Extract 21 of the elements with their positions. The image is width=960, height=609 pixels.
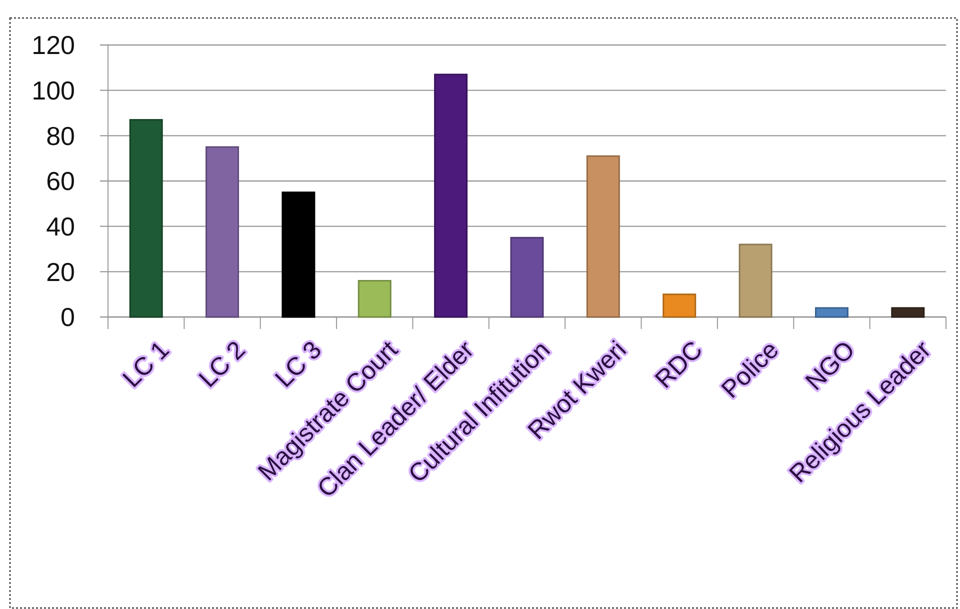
x-tick-label: LC 2: [194, 336, 251, 393]
x-tick-label: LC 1: [118, 336, 175, 393]
y-tick-label: 120: [32, 30, 75, 60]
bar: [891, 307, 925, 318]
bar: [358, 280, 392, 318]
bar: [814, 307, 848, 318]
y-tick-label: 20: [46, 256, 75, 287]
bar: [662, 294, 696, 318]
y-tick-label: 100: [32, 75, 75, 106]
bar: [510, 236, 544, 318]
bar: [434, 74, 468, 318]
bar: [206, 146, 240, 318]
bar: [586, 155, 620, 318]
y-tick-label: 60: [46, 166, 75, 196]
y-tick-label: 0: [60, 302, 75, 332]
bar: [282, 192, 316, 318]
y-tick-label: 80: [46, 120, 75, 151]
bar: [129, 119, 163, 318]
bar: [738, 244, 772, 318]
y-tick-label: 40: [46, 211, 75, 242]
x-tick-label: LC 3: [270, 336, 328, 393]
